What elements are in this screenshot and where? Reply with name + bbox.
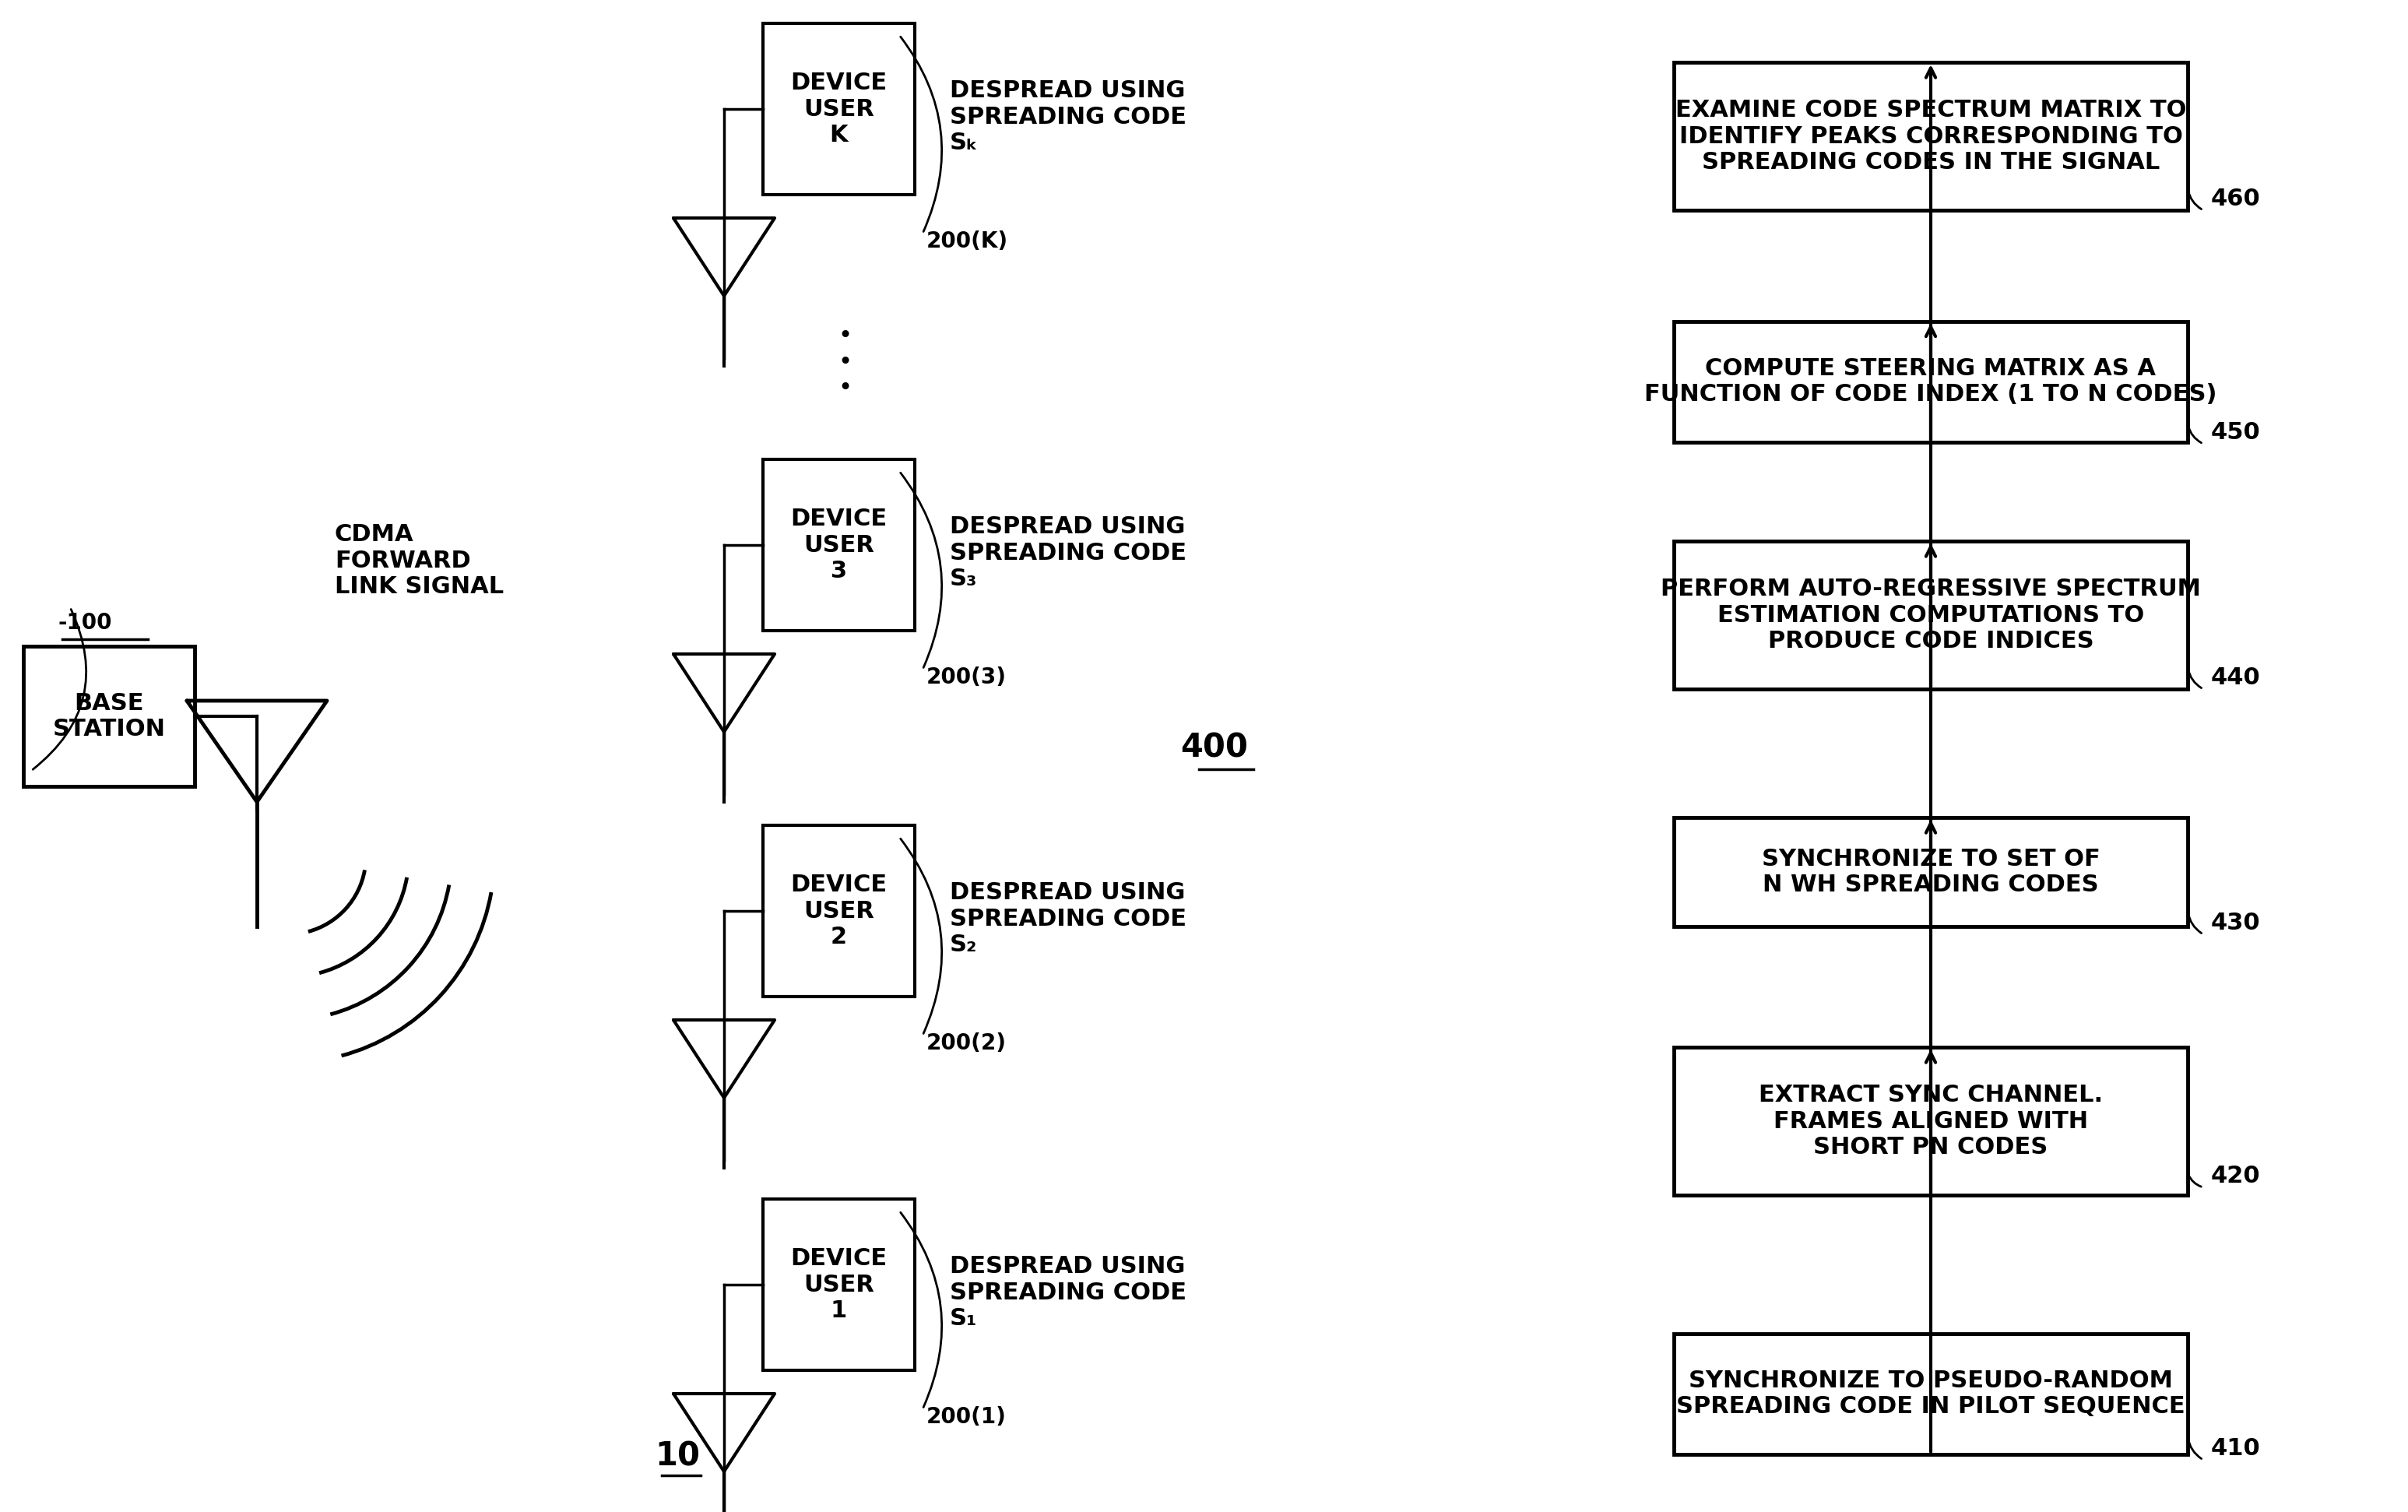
- Text: •
•
•: • • •: [838, 325, 852, 399]
- Bar: [1674, 818, 2189, 927]
- Bar: [1674, 62, 2189, 210]
- Text: CDMA
FORWARD
LINK SIGNAL: CDMA FORWARD LINK SIGNAL: [335, 523, 503, 599]
- Text: 200(2): 200(2): [927, 1033, 1007, 1054]
- Text: EXAMINE CODE SPECTRUM MATRIX TO
IDENTIFY PEAKS CORRESPONDING TO
SPREADING CODES : EXAMINE CODE SPECTRUM MATRIX TO IDENTIFY…: [1676, 98, 2186, 174]
- Text: 420: 420: [2211, 1164, 2261, 1187]
- Text: DESPREAD USING
SPREADING CODE
Sₖ: DESPREAD USING SPREADING CODE Sₖ: [949, 79, 1187, 154]
- Bar: [1674, 541, 2189, 689]
- Bar: [24, 646, 195, 786]
- Text: DESPREAD USING
SPREADING CODE
S₃: DESPREAD USING SPREADING CODE S₃: [949, 516, 1187, 590]
- Text: 460: 460: [2211, 187, 2261, 210]
- Bar: [763, 826, 915, 996]
- Text: DEVICE
USER
2: DEVICE USER 2: [790, 874, 886, 948]
- Bar: [763, 1199, 915, 1370]
- Bar: [1674, 321, 2189, 442]
- Bar: [763, 23, 915, 195]
- Text: BASE
STATION: BASE STATION: [53, 692, 166, 741]
- Text: COMPUTE STEERING MATRIX AS A
FUNCTION OF CODE INDEX (1 TO N CODES): COMPUTE STEERING MATRIX AS A FUNCTION OF…: [1645, 357, 2218, 405]
- Bar: [1674, 1048, 2189, 1194]
- Text: 440: 440: [2211, 667, 2261, 688]
- Text: 200(3): 200(3): [927, 667, 1007, 688]
- Text: EXTRACT SYNC CHANNEL.
FRAMES ALIGNED WITH
SHORT PN CODES: EXTRACT SYNC CHANNEL. FRAMES ALIGNED WIT…: [1758, 1084, 2102, 1158]
- Text: DEVICE
USER
3: DEVICE USER 3: [790, 508, 886, 582]
- Text: 400: 400: [1180, 732, 1247, 764]
- Text: DEVICE
USER
1: DEVICE USER 1: [790, 1247, 886, 1321]
- Text: DEVICE
USER
K: DEVICE USER K: [790, 71, 886, 147]
- Text: DESPREAD USING
SPREADING CODE
S₁: DESPREAD USING SPREADING CODE S₁: [949, 1255, 1187, 1331]
- Bar: [763, 460, 915, 631]
- Text: -100: -100: [58, 612, 113, 634]
- Text: SYNCHRONIZE TO PSEUDO-RANDOM
SPREADING CODE IN PILOT SEQUENCE: SYNCHRONIZE TO PSEUDO-RANDOM SPREADING C…: [1676, 1370, 2184, 1418]
- Text: 450: 450: [2211, 420, 2261, 443]
- Text: 10: 10: [655, 1439, 701, 1473]
- Text: 430: 430: [2211, 912, 2261, 934]
- Text: PERFORM AUTO-REGRESSIVE SPECTRUM
ESTIMATION COMPUTATIONS TO
PRODUCE CODE INDICES: PERFORM AUTO-REGRESSIVE SPECTRUM ESTIMAT…: [1662, 578, 2201, 653]
- Bar: [1674, 1334, 2189, 1455]
- Text: SYNCHRONIZE TO SET OF
N WH SPREADING CODES: SYNCHRONIZE TO SET OF N WH SPREADING COD…: [1763, 848, 2100, 897]
- Text: DESPREAD USING
SPREADING CODE
S₂: DESPREAD USING SPREADING CODE S₂: [949, 881, 1187, 956]
- Text: 410: 410: [2211, 1436, 2261, 1459]
- Text: 200(K): 200(K): [927, 230, 1009, 253]
- Text: 200(1): 200(1): [927, 1406, 1007, 1427]
